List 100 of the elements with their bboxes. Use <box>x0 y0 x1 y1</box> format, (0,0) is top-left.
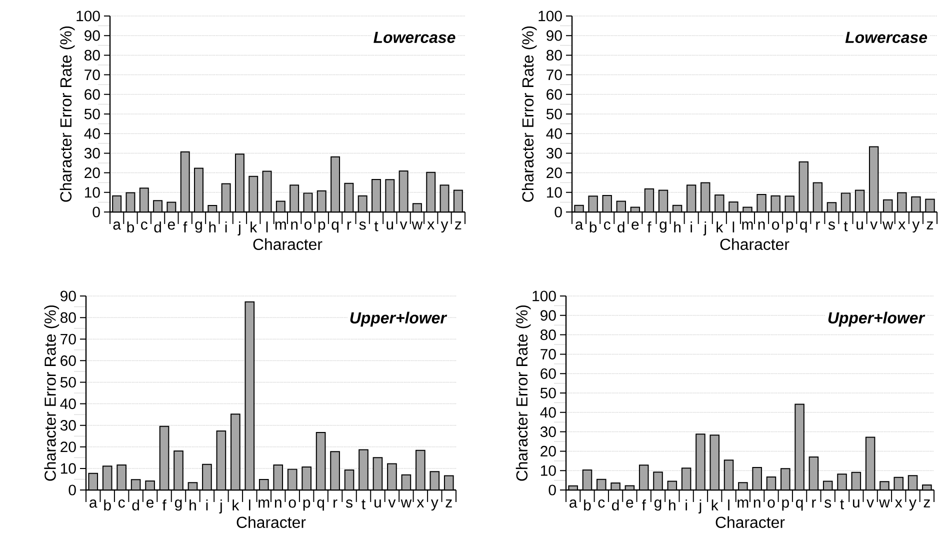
x-tick-label: w <box>412 222 423 230</box>
x-tick-label: o <box>772 222 780 230</box>
x-tick-label: b <box>590 222 597 232</box>
x-tick-label: u <box>386 222 394 230</box>
y-tick-label: 0 <box>92 206 100 218</box>
x-tick-label: d <box>154 222 161 232</box>
x-tick-label: z <box>926 222 933 230</box>
y-axis-title: Character Error Rate (%) <box>60 26 75 202</box>
y-axis-title: Character Error Rate (%) <box>44 305 60 481</box>
x-tick-label: i <box>686 500 687 510</box>
y-tick-label: 30 <box>60 420 76 431</box>
y-tick-label: 50 <box>540 388 556 398</box>
y-tick-label: 40 <box>84 128 100 139</box>
x-tick-label: k <box>716 222 724 232</box>
x-tick-label: o <box>304 222 312 230</box>
x-tick-label: x <box>895 500 902 508</box>
y-tick-label: 50 <box>84 108 100 120</box>
x-tick-label: r <box>812 500 816 508</box>
text: Upper+lower <box>350 312 448 327</box>
x-tick-label: i <box>206 500 208 510</box>
y-tick-label: 40 <box>546 128 562 139</box>
x-tick-label: x <box>416 500 424 508</box>
x-tick-label: m <box>275 222 286 230</box>
y-tick-label: 40 <box>60 398 76 410</box>
y-tick-label: 20 <box>546 168 562 178</box>
y-tick-label: 80 <box>540 330 556 340</box>
x-tick-label: p <box>318 222 326 233</box>
x-tick-label: t <box>362 500 366 510</box>
y-tick-label: 10 <box>85 187 100 198</box>
x-tick-label: l <box>728 500 730 510</box>
y-tick-label: 50 <box>60 376 76 388</box>
x-tick-label: i <box>690 222 692 232</box>
y-tick-label: 100 <box>538 10 562 22</box>
y-tick-label: 30 <box>84 148 100 158</box>
x-tick-label: t <box>374 222 378 232</box>
x-axis-title: Character <box>236 516 306 528</box>
x-tick-label: k <box>232 500 240 510</box>
x-tick-label: z <box>446 500 452 508</box>
x-tick-label: c <box>141 222 148 230</box>
x-tick-label: n <box>274 500 282 508</box>
y-tick-label: 70 <box>540 348 556 360</box>
x-tick-label: c <box>598 500 605 508</box>
x-axis-title: Character <box>716 516 785 528</box>
y-tick-label: 60 <box>84 89 100 100</box>
x-tick-label: a <box>90 500 98 508</box>
x-tick-label: s <box>824 500 832 508</box>
x-tick-label: e <box>146 500 154 508</box>
x-tick-label: l <box>732 222 734 232</box>
x-tick-label: m <box>738 500 748 508</box>
x-tick-label: a <box>570 500 578 508</box>
x-tick-label: t <box>844 222 848 232</box>
y-tick-label: 20 <box>60 442 76 452</box>
x-tick-label: x <box>898 222 906 230</box>
x-tick-label: b <box>104 500 111 510</box>
y-tick-label: 10 <box>541 465 556 476</box>
x-tick-label: v <box>866 500 874 508</box>
y-tick-label: 0 <box>554 206 562 218</box>
x-tick-label: z <box>924 500 930 508</box>
text: Lowercase <box>374 32 456 44</box>
x-tick-label: v <box>870 222 878 230</box>
x-tick-label: j <box>698 500 702 514</box>
x-tick-label: k <box>712 500 718 510</box>
x-tick-label: h <box>190 500 196 510</box>
y-tick-label: 60 <box>546 89 562 100</box>
x-tick-label: w <box>879 500 890 508</box>
y-tick-label: 20 <box>540 446 556 456</box>
x-tick-label: a <box>113 222 121 230</box>
x-tick-label: o <box>768 500 775 508</box>
x-tick-label: g <box>654 500 662 511</box>
x-tick-label: u <box>374 500 381 508</box>
y-tick-label: 80 <box>84 50 100 60</box>
text: Upper+lower <box>828 312 926 327</box>
x-tick-label: y <box>912 222 920 233</box>
x-tick-label: j <box>703 222 706 236</box>
x-tick-label: w <box>400 500 412 508</box>
x-tick-label: j <box>238 222 240 236</box>
x-axis-title: Character <box>253 238 322 250</box>
y-tick-label: 0 <box>548 484 556 496</box>
x-tick-label: f <box>647 222 652 232</box>
x-tick-label: p <box>782 500 789 511</box>
x-tick-label: y <box>440 222 448 233</box>
x-tick-label: o <box>288 500 296 508</box>
y-tick-label: 0 <box>68 484 76 496</box>
x-tick-label: e <box>168 222 175 230</box>
y-axis-title: Character Error Rate (%) <box>522 26 537 202</box>
y-tick-label: 100 <box>532 290 556 302</box>
x-tick-label: q <box>317 500 324 511</box>
y-tick-label: 90 <box>84 30 100 41</box>
x-tick-label: p <box>786 222 794 233</box>
y-tick-label: 70 <box>60 334 76 344</box>
x-tick-label: e <box>626 500 634 508</box>
x-axis-title: Character <box>720 238 790 250</box>
x-tick-label: z <box>455 222 462 230</box>
x-tick-label: k <box>250 222 258 232</box>
x-tick-label: t <box>840 500 844 510</box>
y-tick-label: 40 <box>540 407 556 418</box>
x-tick-label: f <box>183 222 188 232</box>
x-tick-label: r <box>816 222 820 230</box>
x-tick-label: f <box>162 500 166 510</box>
x-tick-label: p <box>303 500 310 511</box>
